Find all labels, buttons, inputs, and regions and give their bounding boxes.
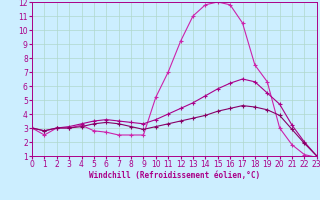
- X-axis label: Windchill (Refroidissement éolien,°C): Windchill (Refroidissement éolien,°C): [89, 171, 260, 180]
